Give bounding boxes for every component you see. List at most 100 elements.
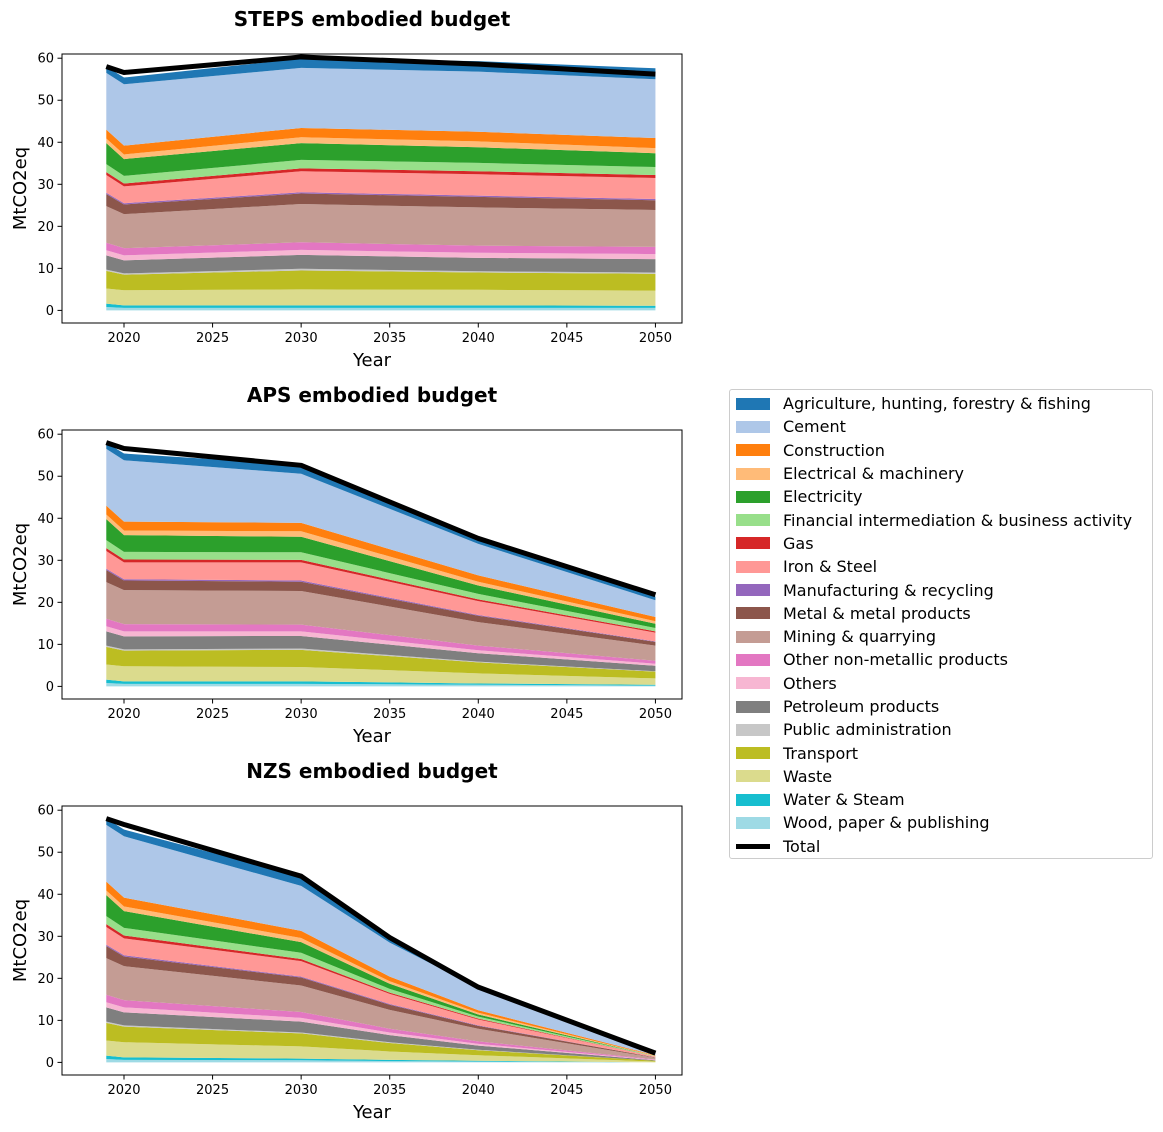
area-electricity [106, 143, 656, 176]
legend-item-cement: Cement [736, 415, 1152, 438]
area-other-non-metallic-products [106, 242, 656, 256]
total-line [105, 440, 657, 598]
axes-frame [61, 805, 683, 1076]
area-iron-steel [106, 927, 656, 1058]
legend-swatch [736, 653, 770, 666]
area-water-steam [106, 679, 656, 686]
panel-2: 2020 2025 2030 2035 2040 2045 2050010203040506… [10, 383, 683, 747]
y-tick-label: 0 [46, 304, 54, 319]
area-electricity [106, 519, 656, 628]
legend-item-manufacturing-recycling: Manufacturing & recycling [736, 578, 1152, 601]
legend-label: Manufacturing & recycling [783, 580, 994, 600]
area-mining-quarrying [106, 204, 656, 249]
x-axis-label: Year [352, 1102, 392, 1123]
legend-item-electrical-machinery: Electrical & machinery [736, 462, 1152, 485]
legend-item-other-non-metallic-products: Other non-metallic products [736, 648, 1152, 671]
total-line [105, 54, 656, 77]
plot-area [105, 54, 656, 311]
y-tick-label: 20 [37, 972, 54, 987]
area-metal-metal-products [106, 193, 656, 215]
area-manufacturing-recycling [106, 192, 656, 205]
plot-area [105, 440, 657, 687]
legend-swatch [736, 677, 770, 690]
panel-1: 2020 2025 2030 2035 2040 2045 2050010203040506… [10, 7, 683, 371]
x-tick-label: 2020 [107, 707, 140, 722]
panel-title: APS embodied budget [247, 383, 498, 407]
area-petroleum-products [106, 254, 656, 274]
legend-item-water-steam: Water & Steam [736, 788, 1152, 811]
area-iron-steel [106, 171, 656, 204]
y-tick-label: 30 [37, 554, 54, 569]
y-tick-label: 20 [37, 596, 54, 611]
y-tick-label: 0 [46, 1056, 54, 1071]
panel-3: 2020 2025 2030 2035 2040 2045 2050010203040506… [10, 759, 683, 1123]
legend-label: Construction [783, 440, 885, 460]
legend-item-transport: Transport [736, 741, 1152, 764]
area-mining-quarrying [106, 582, 656, 661]
y-axis-label: MtCO2eq [10, 147, 31, 230]
legend-item-agriculture-hunting-forestry-fishing: Agriculture, hunting, forestry & fishing [736, 392, 1152, 415]
y-axis-label: MtCO2eq [10, 899, 31, 982]
area-others [106, 249, 656, 261]
x-tick-label: 2025 [196, 1083, 229, 1098]
legend-swatch [736, 607, 770, 620]
legend-swatch [736, 843, 770, 849]
legend-item-waste: Waste [736, 765, 1152, 788]
legend-label: Mining & quarrying [783, 627, 936, 647]
x-tick-label: 2035 [373, 1083, 406, 1098]
area-construction [106, 881, 656, 1056]
area-transport [106, 646, 656, 679]
area-electricity [106, 895, 656, 1057]
area-waste [106, 664, 656, 685]
area-iron-steel [106, 551, 656, 642]
legend-label: Cement [783, 417, 846, 437]
y-tick-label: 30 [37, 178, 54, 193]
plot-area [105, 816, 657, 1063]
legend-label: Agriculture, hunting, forestry & fishing [783, 394, 1091, 414]
area-electrical-machinery [106, 137, 656, 160]
area-water-steam [106, 303, 656, 308]
x-tick-label: 2045 [550, 331, 583, 346]
area-transport [106, 270, 656, 291]
legend-swatch [736, 397, 770, 410]
legend-label: Total [783, 836, 821, 856]
area-financial-intermediation-business-activity [106, 159, 656, 184]
area-other-non-metallic-products [106, 994, 656, 1060]
y-tick-label: 50 [37, 94, 54, 109]
area-public-administration [106, 268, 656, 275]
y-tick-label: 10 [37, 262, 54, 277]
x-tick-label: 2030 [285, 331, 318, 346]
y-tick-label: 60 [37, 428, 54, 443]
area-financial-intermediation-business-activity [106, 916, 656, 1057]
axes-frame [61, 53, 683, 324]
legend-item-mining-quarrying: Mining & quarrying [736, 625, 1152, 648]
legend-label: Metal & metal products [783, 603, 971, 623]
area-metal-metal-products [106, 945, 656, 1058]
legend-swatch [736, 723, 770, 736]
area-petroleum-products [106, 631, 656, 672]
legend-swatch [736, 537, 770, 550]
x-tick-label: 2030 [285, 1083, 318, 1098]
area-construction [106, 127, 656, 155]
area-other-non-metallic-products [106, 618, 656, 664]
legend-item-public-administration: Public administration [736, 718, 1152, 741]
legend-swatch [736, 420, 770, 433]
legend-swatch [736, 584, 770, 597]
area-waste [106, 1040, 656, 1063]
legend-label: Iron & Steel [783, 557, 878, 577]
legend-label: Electrical & machinery [783, 464, 964, 484]
x-tick-label: 2050 [639, 1083, 672, 1098]
y-tick-label: 40 [37, 888, 54, 903]
x-tick-label: 2050 [639, 707, 672, 722]
area-mining-quarrying [106, 958, 656, 1060]
y-tick-label: 50 [37, 470, 54, 485]
legend-swatch [736, 490, 770, 503]
legend-label: Water & Steam [783, 790, 905, 810]
y-tick-label: 30 [37, 930, 54, 945]
legend-label: Waste [783, 766, 833, 786]
x-tick-label: 2035 [373, 331, 406, 346]
legend-label: Financial intermediation & business acti… [783, 510, 1133, 530]
area-cement [106, 67, 656, 146]
x-tick-label: 2020 [107, 1083, 140, 1098]
area-agriculture-hunting-forestry-fishing [106, 442, 656, 601]
